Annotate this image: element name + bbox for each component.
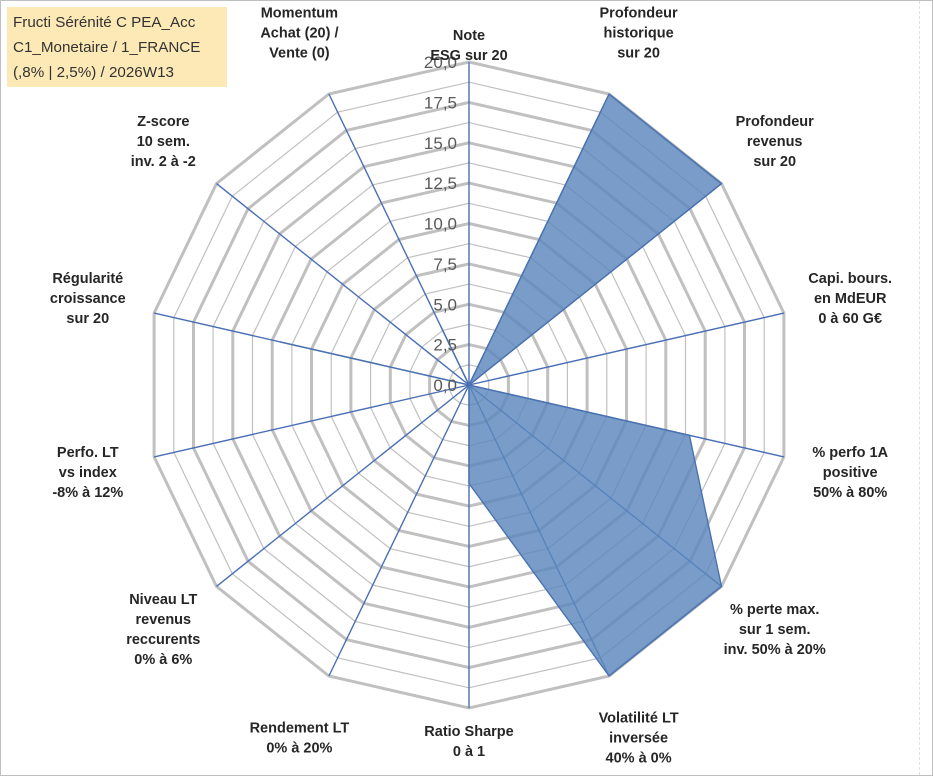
axis-label-line: 50% à 80% [813,485,887,501]
axis-label: Z-score 10 sem. inv. 2 à -2 [131,114,196,170]
axis-label-line: inv. 2 à -2 [131,154,196,170]
axis-label: % perte max. sur 1 sem. inv. 50% à 20% [724,602,826,658]
axis-label: Profondeur historique sur 20 [600,6,678,62]
axis-labels: Note ESG sur 20 Profondeur historique sur 20… [50,6,892,767]
axis-label-line: 0% à 6% [134,652,192,668]
radial-ticks: 0,0 2,5 5,0 7,5 10,0 12,5 15,0 17,5 20,0 [424,53,457,395]
axis-label-line: croissance [50,291,126,307]
axis-label: Régularité croissance sur 20 [50,271,126,327]
fund-category: C1_Monetaire / 1_FRANCE [13,39,201,56]
fund-name: Fructi Sérénité C PEA_Acc [13,14,196,31]
axis-label-line: % perfo 1A [812,445,888,461]
axis-label: Niveau LT revenus reccurents 0% à 6% [126,592,200,668]
axis-label-line: Profondeur [736,114,814,130]
axis-label-line: reccurents [126,632,200,648]
axis-label-line: 0 à 1 [453,744,485,760]
axis-label-line: Perfo. LT [57,445,119,461]
axis-label: Capi. bours. en MdEUR 0 à 60 G€ [808,271,892,327]
tick-label: 20,0 [424,53,457,72]
axis-label-line: sur 20 [617,46,660,62]
axis-label-line: en MdEUR [814,291,887,307]
axis-label-line: ESG sur 20 [430,48,507,64]
tick-label: 2,5 [433,336,457,355]
axis-label: Volatilité LT inversée 40% à 0% [599,710,679,766]
axis-label-line: Capi. bours. [808,271,892,287]
axis-label-line: positive [823,465,878,481]
radar-spoke [153,384,470,458]
axis-label-line: Niveau LT [129,592,197,608]
axis-label-line: vs index [59,465,117,481]
axis-label-line: 0% à 20% [266,740,332,756]
radar-spoke [216,384,470,587]
series-area [279,93,723,677]
axis-label-line: Régularité [52,271,123,287]
axis-label-line: sur 20 [66,311,109,327]
axis-label-line: Achat (20) / [260,26,338,42]
axis-label-line: revenus [747,134,803,150]
axis-label-line: sur 20 [753,154,796,170]
radar-spoke [328,384,470,677]
radar-spoke [468,312,785,386]
axis-label-line: 40% à 0% [606,750,672,766]
tick-label: 15,0 [424,134,457,153]
tick-label: 5,0 [433,295,457,314]
axis-label: Momentum Achat (20) / Vente (0) [260,6,338,62]
tick-label: 12,5 [424,174,457,193]
axis-label: Rendement LT 0% à 20% [250,720,350,756]
tick-label: 0,0 [433,376,457,395]
axis-label-line: historique [604,26,674,42]
axis-label-line: sur 1 sem. [739,622,811,638]
axis-label-line: Momentum [261,6,338,22]
fund-info-box: Fructi Sérénité C PEA_Acc C1_Monetaire /… [7,7,227,87]
axis-label-line: % perte max. [730,602,819,618]
axis-label-line: Rendement LT [250,720,350,736]
radar-spoke [216,183,470,386]
axis-label: Note ESG sur 20 [430,28,507,64]
fund-period: (,8% | 2,5%) / 2026W13 [13,64,174,81]
tick-label: 17,5 [424,93,457,112]
axis-label: Profondeur revenus sur 20 [736,114,814,170]
tick-label: 10,0 [424,215,457,234]
axis-label-line: -8% à 12% [52,485,123,501]
axis-label-line: Z-score [137,114,189,130]
radar-series [279,93,723,677]
axis-label: Perfo. LT vs index -8% à 12% [52,445,123,501]
axis-label: Ratio Sharpe 0 à 1 [424,724,513,760]
axis-label-line: Volatilité LT [599,710,679,726]
axis-label-line: Ratio Sharpe [424,724,513,740]
axis-label-line: inversée [609,730,668,746]
axis-label-line: inv. 50% à 20% [724,642,826,658]
axis-label: % perfo 1A positive 50% à 80% [812,445,888,501]
axis-label-line: Vente (0) [269,46,330,62]
axis-label-line: 10 sem. [137,134,190,150]
sheet-gridline [919,1,920,775]
axis-label-line: Note [453,28,485,44]
axis-label-line: Profondeur [600,6,678,22]
axis-label-line: 0 à 60 G€ [818,311,882,327]
axis-label-line: revenus [135,612,191,628]
tick-label: 7,5 [433,255,457,274]
